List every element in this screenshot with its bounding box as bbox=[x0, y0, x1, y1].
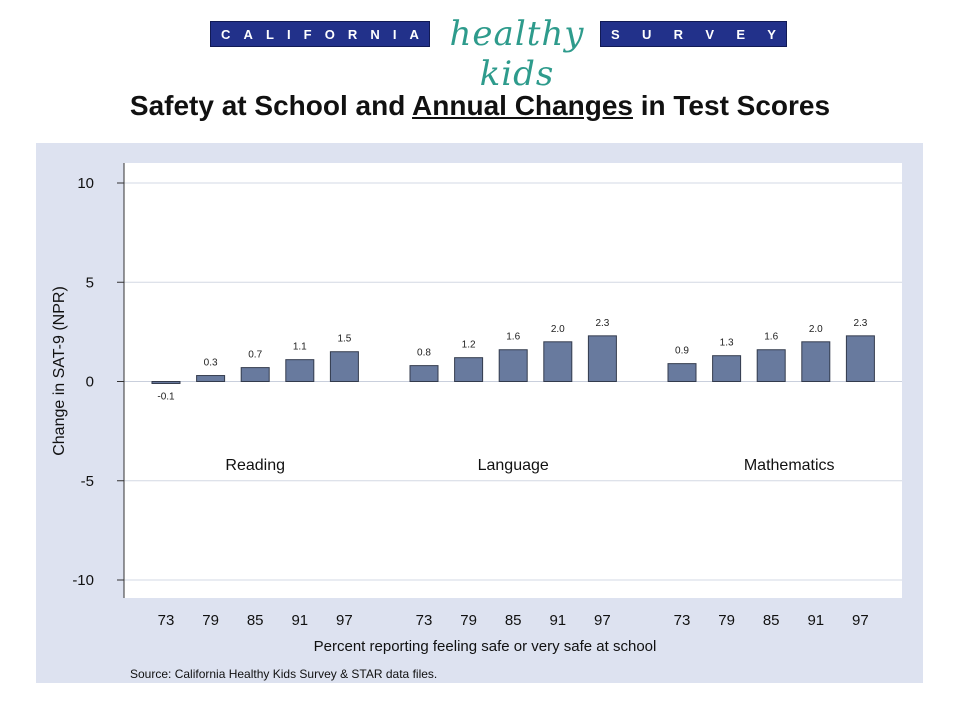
bar bbox=[151, 381, 181, 384]
banner-letter: A bbox=[409, 26, 419, 42]
title-part-2: in Test Scores bbox=[632, 90, 831, 121]
y-tick-label: -5 bbox=[81, 473, 94, 490]
data-label: 2.0 bbox=[551, 324, 565, 335]
bar bbox=[196, 375, 226, 382]
x-tick-label: 79 bbox=[460, 612, 477, 629]
data-label: 0.9 bbox=[675, 346, 689, 357]
x-tick-label: 85 bbox=[505, 612, 522, 629]
banner-letter: R bbox=[673, 26, 684, 42]
bar bbox=[409, 365, 439, 382]
data-label: 1.5 bbox=[337, 334, 351, 345]
data-label: 1.6 bbox=[764, 332, 778, 343]
data-label: 2.3 bbox=[853, 318, 867, 329]
data-label: 0.3 bbox=[204, 358, 218, 369]
bar bbox=[712, 355, 742, 383]
y-tick-label: 5 bbox=[86, 274, 94, 291]
banner-letter: I bbox=[392, 26, 397, 42]
title-part-1: Safety at School and bbox=[129, 90, 413, 121]
bar bbox=[845, 335, 875, 382]
x-tick-label: 79 bbox=[718, 612, 735, 629]
data-label: 1.3 bbox=[720, 338, 734, 349]
x-tick-label: 73 bbox=[158, 612, 175, 629]
bar bbox=[756, 349, 786, 383]
banner-letter: R bbox=[347, 26, 358, 42]
x-tick-label: 79 bbox=[202, 612, 219, 629]
group-label: Reading bbox=[225, 457, 285, 474]
banner-letter: V bbox=[705, 26, 715, 42]
data-label: -0.1 bbox=[157, 391, 175, 402]
x-tick-label: 91 bbox=[807, 612, 824, 629]
bar bbox=[667, 363, 697, 382]
bar bbox=[801, 341, 831, 383]
data-label: 0.8 bbox=[417, 348, 431, 359]
group-label: Mathematics bbox=[744, 457, 835, 474]
banner-letter: L bbox=[265, 26, 274, 42]
data-label: 2.0 bbox=[809, 324, 823, 335]
data-label: 1.2 bbox=[462, 340, 476, 351]
x-tick-label: 85 bbox=[763, 612, 780, 629]
banner-letter: O bbox=[324, 26, 335, 42]
title-underlined-part: Annual Changes bbox=[412, 90, 633, 121]
x-axis-title: Percent reporting feeling safe or very s… bbox=[314, 638, 657, 655]
bar bbox=[454, 357, 484, 382]
x-tick-label: 97 bbox=[852, 612, 869, 629]
banner-letter: F bbox=[303, 26, 312, 42]
data-label: 0.7 bbox=[248, 350, 262, 361]
y-tick-label: 10 bbox=[77, 175, 94, 192]
x-tick-label: 97 bbox=[336, 612, 353, 629]
bar bbox=[498, 349, 528, 383]
chart-panel: 10 5 0 -5 -10 Change in SAT-9 (NPR) -0.1 73 0.3 7… bbox=[36, 143, 923, 683]
bar bbox=[587, 335, 617, 382]
data-label: 2.3 bbox=[595, 318, 609, 329]
banner-letter: Y bbox=[767, 26, 776, 42]
bar bbox=[329, 351, 359, 383]
bar bbox=[240, 367, 270, 382]
banner-letter: A bbox=[243, 26, 253, 42]
bar-chart: 10 5 0 -5 -10 Change in SAT-9 (NPR) -0.1 73 0.3 7… bbox=[51, 163, 902, 655]
x-tick-label: 85 bbox=[247, 612, 264, 629]
x-tick-label: 73 bbox=[674, 612, 691, 629]
group-label: Language bbox=[478, 457, 549, 474]
banner-letter: C bbox=[221, 26, 231, 42]
source-note: Source: California Healthy Kids Survey &… bbox=[130, 667, 438, 681]
data-label: 1.1 bbox=[293, 342, 307, 353]
banner-letter: I bbox=[286, 26, 291, 42]
x-tick-label: 97 bbox=[594, 612, 611, 629]
page-title: Safety at School and Annual Changes in T… bbox=[0, 90, 960, 122]
data-label: 1.6 bbox=[506, 332, 520, 343]
banner-letter: U bbox=[641, 26, 652, 42]
bar bbox=[543, 341, 573, 383]
banner-letter: N bbox=[370, 26, 380, 42]
banner-letter: S bbox=[611, 26, 620, 42]
y-tick-label: 0 bbox=[86, 374, 94, 391]
y-axis-title: Change in SAT-9 (NPR) bbox=[51, 286, 68, 456]
y-tick-label: -10 bbox=[72, 572, 94, 589]
banner-healthy-kids-text: healthy kids bbox=[449, 14, 585, 94]
x-tick-label: 91 bbox=[291, 612, 308, 629]
x-tick-label: 73 bbox=[416, 612, 433, 629]
bar bbox=[285, 359, 315, 382]
x-tick-label: 91 bbox=[549, 612, 566, 629]
banner-letter: E bbox=[736, 26, 745, 42]
